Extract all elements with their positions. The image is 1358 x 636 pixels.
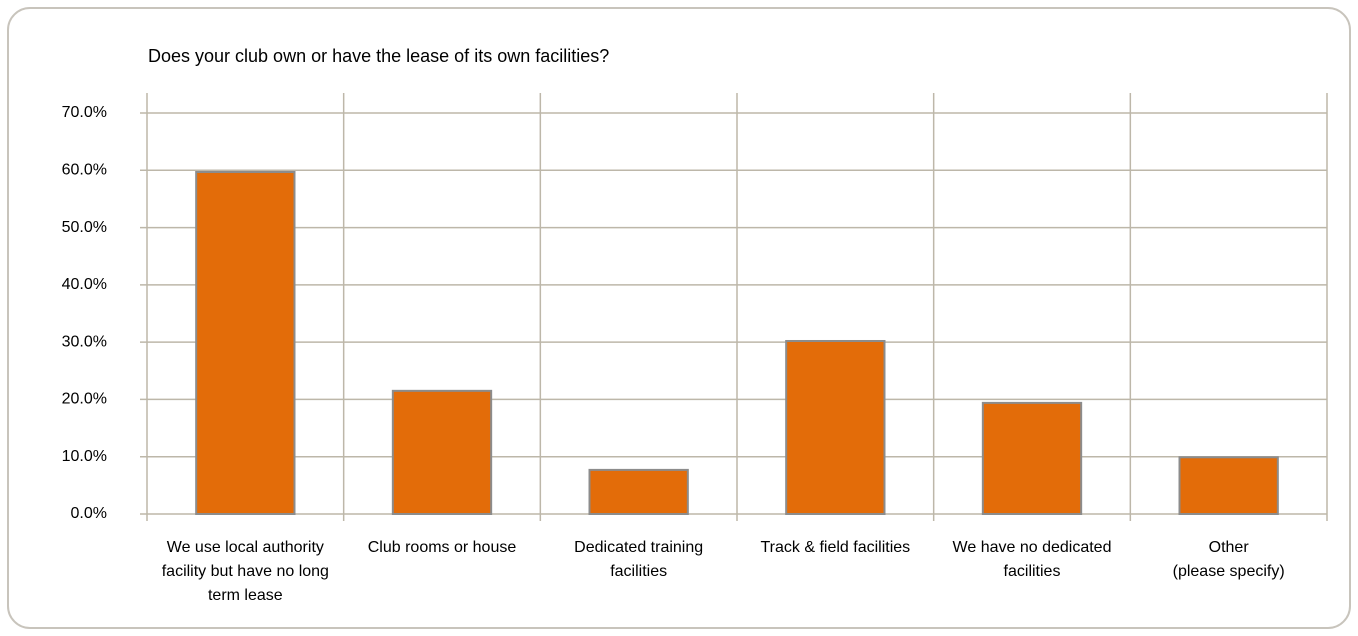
x-tick-label: Club rooms or house	[367, 539, 517, 556]
y-tick-label: 10.0%	[62, 448, 107, 465]
x-tick-label: Other (please specify)	[1172, 539, 1285, 580]
bar	[588, 468, 689, 516]
chart-title: Does your club own or have the lease of …	[148, 46, 609, 66]
y-tick-label: 0.0%	[71, 505, 107, 522]
x-tick-label: We use local authority facility but have…	[161, 539, 329, 604]
bar	[391, 389, 493, 516]
y-tick-label: 20.0%	[62, 391, 107, 408]
y-tick-label: 70.0%	[62, 104, 107, 121]
y-tick-label: 40.0%	[62, 276, 107, 293]
bar	[981, 401, 1083, 516]
bar	[195, 171, 296, 516]
bar	[785, 339, 886, 515]
y-tick-label: 30.0%	[62, 333, 107, 350]
bar	[1178, 456, 1279, 515]
x-tick-label: Dedicated training facilities	[574, 539, 704, 580]
x-tick-label: Track & field facilities	[760, 539, 911, 556]
y-tick-label: 60.0%	[62, 162, 107, 179]
x-tick-label: We have no dedicated facilities	[952, 539, 1112, 580]
y-tick-label: 50.0%	[62, 219, 107, 236]
